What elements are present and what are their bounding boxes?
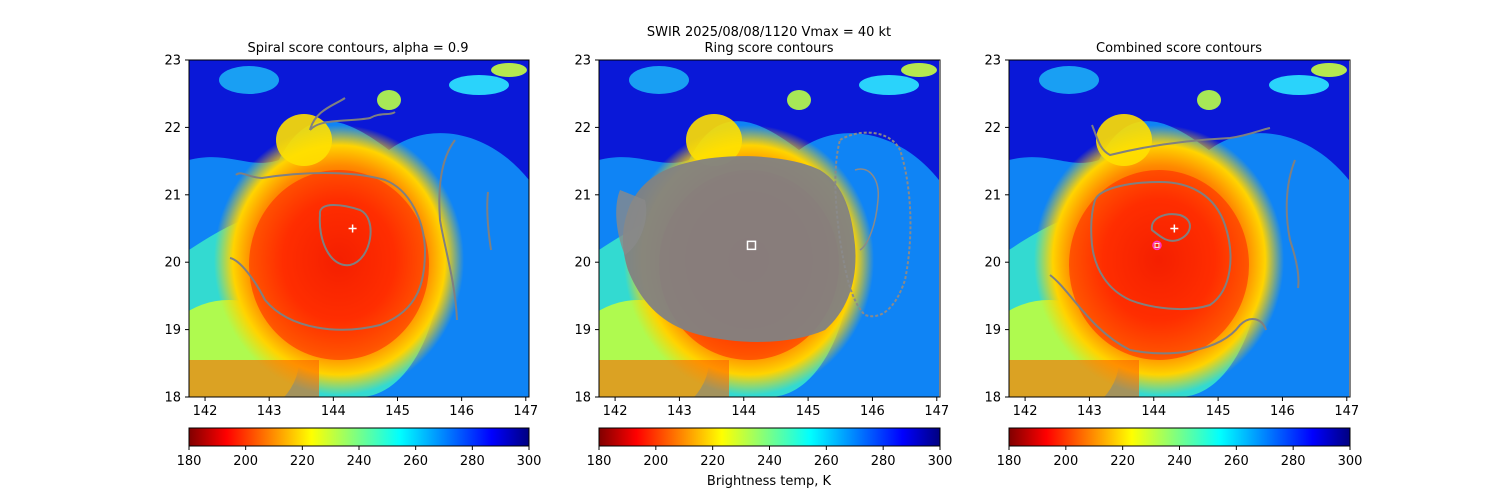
colorbar-1: 180 200 220 240 260 280 300 [177, 427, 542, 469]
score-contour [309, 111, 396, 131]
panel-ring: Ring score contours 142 143 144 145 146 147 1… [574, 41, 949, 419]
x-tick-label: 144 [1141, 404, 1166, 419]
colorbar-tick-label: 200 [233, 454, 258, 469]
colorbar-tick-label: 200 [1053, 454, 1078, 469]
x-tick-label: 146 [860, 404, 885, 419]
colorbar-tick-label: 240 [1167, 454, 1192, 469]
x-tick-label: 142 [603, 404, 628, 419]
y-tick-label: 23 [574, 54, 591, 69]
colorbar-tick-label: 180 [997, 454, 1022, 469]
score-contour [229, 172, 427, 331]
colorbar-tick-label: 300 [928, 454, 953, 469]
y-tick-label: 20 [574, 256, 591, 271]
panel-title: Ring score contours [704, 41, 833, 56]
colorbar-tick-label: 220 [700, 454, 725, 469]
center-plus-marker [348, 224, 357, 233]
colorbar-tick-label: 240 [347, 454, 372, 469]
x-tick-label: 145 [385, 404, 410, 419]
y-tick-label: 22 [984, 121, 1001, 136]
x-tick-label: 143 [667, 404, 692, 419]
ring-contour-field [854, 168, 879, 251]
y-tick-label: 20 [164, 256, 181, 271]
y-tick-label: 23 [164, 54, 181, 69]
colorbar-tick-label: 180 [587, 454, 612, 469]
colorbar-tick-label: 300 [517, 454, 542, 469]
colorbar-tick-label: 280 [1281, 454, 1306, 469]
y-tick-label: 23 [984, 54, 1001, 69]
panel-title: Spiral score contours, alpha = 0.9 [247, 41, 468, 56]
colorbar-label: Brightness temp, K [707, 474, 832, 489]
y-tick-label: 21 [164, 188, 181, 203]
y-tick-label: 19 [164, 323, 181, 338]
y-tick-label: 21 [984, 188, 1001, 203]
colorbar-tick-label: 280 [871, 454, 896, 469]
center-circle-marker [1152, 240, 1162, 251]
panel-combined: Combined score contours 142 143 144 145 146 1… [984, 41, 1359, 419]
colorbar-tick-label: 220 [1110, 454, 1135, 469]
brightness-image [189, 60, 529, 397]
y-tick-label: 21 [574, 188, 591, 203]
x-tick-label: 145 [796, 404, 821, 419]
score-contour [1090, 180, 1232, 310]
x-tick-label: 145 [1206, 404, 1231, 419]
score-contour [1049, 274, 1267, 355]
y-tick-label: 19 [574, 323, 591, 338]
ring-contour-field [616, 190, 647, 255]
figure-suptitle: SWIR 2025/08/08/1120 Vmax = 40 kt [647, 25, 891, 40]
score-contour [1285, 159, 1300, 289]
colorbar-3: 180 200 220 240 260 280 300 [997, 427, 1363, 469]
ring-contour-field [622, 156, 856, 342]
y-tick-label: 18 [984, 391, 1001, 406]
x-tick-label: 147 [1334, 404, 1359, 419]
x-tick-label: 144 [321, 404, 346, 419]
score-contour [486, 191, 492, 251]
ring-contour-field [834, 131, 912, 318]
x-tick-label: 147 [513, 404, 538, 419]
colorbar-tick-label: 300 [1338, 454, 1363, 469]
x-tick-label: 143 [1077, 404, 1102, 419]
score-contour [318, 204, 372, 267]
colorbar-tick-label: 200 [643, 454, 668, 469]
x-tick-label: 146 [1270, 404, 1295, 419]
score-contour [1150, 213, 1191, 242]
center-plus-marker [1170, 224, 1179, 233]
y-tick-label: 22 [574, 121, 591, 136]
x-tick-label: 144 [731, 404, 756, 419]
colorbar-tick-label: 280 [460, 454, 485, 469]
brightness-image [1009, 60, 1349, 397]
center-square-marker [1154, 242, 1160, 248]
x-tick-label: 142 [1013, 404, 1038, 419]
y-tick-label: 20 [984, 256, 1001, 271]
panel-title: Combined score contours [1096, 41, 1262, 56]
x-tick-label: 147 [924, 404, 949, 419]
colorbar-tick-label: 240 [757, 454, 782, 469]
x-tick-label: 142 [193, 404, 218, 419]
colorbar-tick-label: 260 [403, 454, 428, 469]
y-tick-label: 19 [984, 323, 1001, 338]
center-square-marker [746, 240, 757, 251]
score-contour [438, 139, 458, 321]
panel-spiral: Spiral score contours, alpha = 0.9 142 14… [164, 41, 538, 419]
x-tick-label: 146 [449, 404, 474, 419]
x-tick-label: 143 [257, 404, 282, 419]
y-tick-label: 18 [164, 391, 181, 406]
y-tick-label: 18 [574, 391, 591, 406]
score-contour [309, 97, 346, 131]
colorbar-tick-label: 260 [1224, 454, 1249, 469]
score-contour [1091, 124, 1271, 157]
colorbar-tick-label: 260 [814, 454, 839, 469]
colorbar-tick-label: 180 [177, 454, 202, 469]
brightness-image [599, 60, 939, 397]
colorbar-tick-label: 220 [290, 454, 315, 469]
colorbar-2: 180 200 220 240 260 280 300 Brightness temp, K [587, 427, 953, 489]
y-tick-label: 22 [164, 121, 181, 136]
